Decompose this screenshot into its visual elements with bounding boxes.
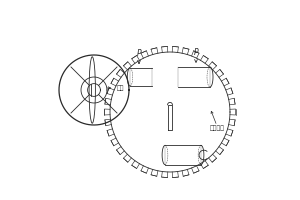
Text: P: P xyxy=(137,49,141,58)
Text: 对磨材料: 对磨材料 xyxy=(210,125,225,131)
Text: P: P xyxy=(194,48,198,57)
Text: 试样: 试样 xyxy=(107,85,124,91)
